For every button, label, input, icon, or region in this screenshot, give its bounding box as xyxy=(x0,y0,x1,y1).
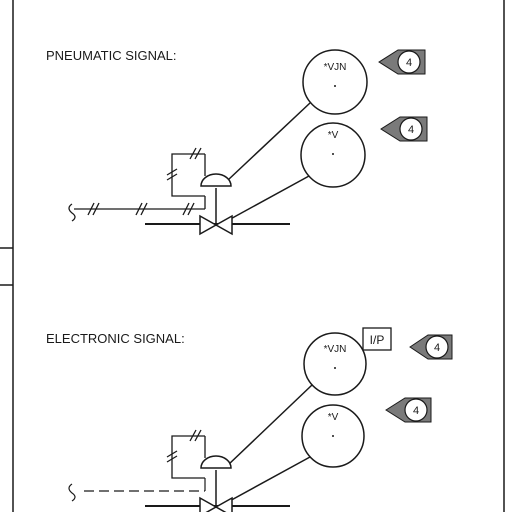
leader-line xyxy=(227,384,313,466)
section-heading: PNEUMATIC SIGNAL: xyxy=(46,48,177,63)
center-dot xyxy=(334,367,336,369)
center-dot xyxy=(332,153,334,155)
leader-line xyxy=(225,456,311,504)
pneumatic-section: PNEUMATIC SIGNAL: *VJN 4 *V 4 xyxy=(46,48,428,236)
ip-converter-box: I/P xyxy=(362,327,392,351)
callout-marker: 4 xyxy=(378,49,426,75)
instrument-tag: *V xyxy=(328,130,339,141)
leader-line xyxy=(224,175,310,223)
center-dot xyxy=(332,435,334,437)
center-dot xyxy=(334,85,336,87)
instrument-tag: *V xyxy=(328,412,339,423)
callout-number: 4 xyxy=(434,342,440,354)
section-heading: ELECTRONIC SIGNAL: xyxy=(46,331,185,346)
callout-marker: 4 xyxy=(380,116,428,142)
instrument-tag: *VJN xyxy=(324,62,347,73)
electronic-section: ELECTRONIC SIGNAL: I/P *VJN 4 *V 4 xyxy=(46,327,453,512)
positioner-loop xyxy=(166,147,206,197)
instrument-tag: *VJN xyxy=(324,344,347,355)
callout-number: 4 xyxy=(408,124,414,136)
instrument-bubble-vjn: *VJN xyxy=(302,49,368,115)
callout-number: 4 xyxy=(406,57,412,69)
leader-line xyxy=(227,102,311,181)
instrument-bubble-vjn: *VJN xyxy=(303,332,367,396)
positioner-loop xyxy=(166,429,206,479)
pneumatic-signal-line xyxy=(68,196,206,222)
control-valve xyxy=(199,173,233,236)
converter-label: I/P xyxy=(370,333,385,347)
instrument-bubble-v: *V xyxy=(301,404,365,468)
instrument-bubble-v: *V xyxy=(300,122,366,188)
callout-marker: 4 xyxy=(409,334,453,360)
callout-marker: 4 xyxy=(385,397,432,423)
electronic-signal-line xyxy=(68,478,206,502)
callout-number: 4 xyxy=(413,405,419,417)
